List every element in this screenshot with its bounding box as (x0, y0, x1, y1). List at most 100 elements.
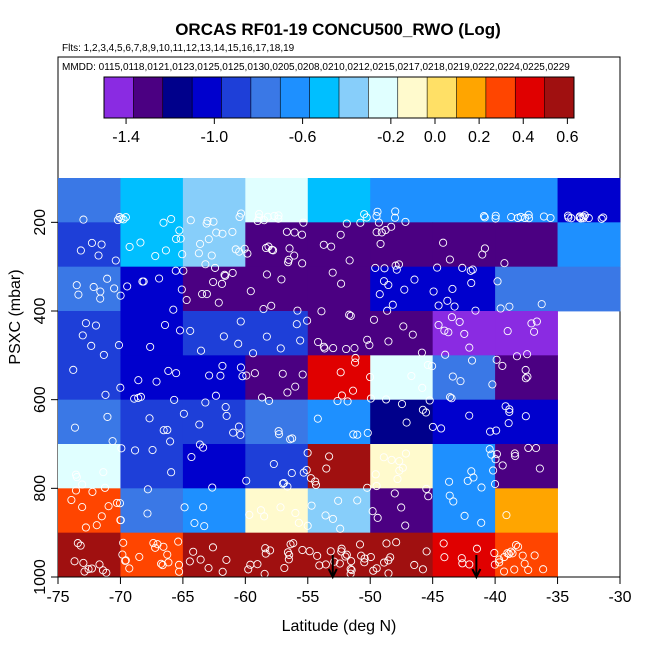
colorbar-tick-label: 0.0 (424, 129, 446, 146)
observation-point (71, 486, 81, 495)
observation-point (458, 263, 467, 272)
observation-point (506, 547, 515, 556)
observation-point (116, 291, 125, 300)
observation-point (182, 295, 191, 305)
observation-point (489, 466, 498, 475)
observation-point (480, 244, 489, 253)
x-tick-label: -65 (171, 589, 194, 606)
colorbar-segment (133, 77, 164, 118)
observation-point (189, 547, 198, 556)
observation-point (366, 394, 375, 403)
observation-point (242, 371, 251, 380)
observation-point (477, 518, 486, 527)
colorbar-tick-label: -0.6 (289, 129, 317, 146)
observation-point (76, 541, 85, 550)
observation-point (356, 218, 365, 227)
observation-point (199, 503, 208, 512)
observation-point (260, 512, 269, 521)
observation-point (117, 444, 126, 453)
observation-point (269, 459, 278, 469)
observation-point (222, 411, 231, 420)
heatmap-cell (307, 222, 371, 268)
observation-point (285, 244, 294, 253)
observation-point (492, 450, 501, 459)
observation-point (563, 211, 573, 220)
observation-point (319, 240, 328, 249)
observation-point (104, 502, 113, 511)
observation-point (143, 509, 152, 518)
observation-point (87, 341, 96, 350)
observation-point (217, 279, 227, 288)
observation-point (134, 376, 143, 385)
observation-point (84, 565, 93, 574)
observation-point (78, 480, 87, 489)
observation-point (153, 540, 162, 549)
observation-point (292, 320, 301, 329)
observation-point (277, 275, 286, 284)
colorbar-segment (221, 77, 252, 118)
observation-point (335, 559, 344, 568)
observation-point (260, 569, 269, 579)
observation-point (203, 216, 212, 226)
observation-point (246, 287, 255, 296)
observation-point (238, 372, 247, 381)
observation-point (76, 246, 85, 255)
heatmap-cell (245, 488, 309, 534)
observation-point (266, 546, 275, 555)
observation-point (81, 523, 90, 532)
observation-point (524, 443, 533, 453)
y-tick-label: 800 (32, 475, 49, 502)
observation-point (111, 256, 120, 265)
heatmap-cell (495, 311, 558, 356)
observation-point (286, 540, 295, 549)
colorbar-tick-label: 0.2 (468, 129, 490, 146)
observation-point (445, 477, 454, 486)
heatmap-cell (182, 399, 246, 445)
observation-point (360, 558, 369, 567)
observation-point (371, 263, 380, 272)
observation-point (387, 455, 396, 464)
observation-point (169, 305, 178, 314)
observation-point (495, 555, 504, 564)
observation-point (274, 430, 284, 439)
colorbar-segment (250, 77, 281, 118)
observation-point (505, 405, 514, 414)
observation-point (392, 265, 401, 274)
observation-point (262, 332, 271, 341)
observation-point (196, 239, 205, 248)
observation-point (458, 559, 467, 568)
observation-points (67, 207, 608, 579)
observation-point (539, 212, 548, 221)
observation-point (99, 468, 108, 477)
colorbar-segment (339, 77, 369, 118)
heatmap-cell (58, 311, 121, 356)
observation-point (110, 284, 119, 293)
observation-point (167, 468, 176, 477)
observation-point (493, 277, 502, 286)
observation-point (119, 215, 128, 224)
observation-point (291, 508, 300, 518)
observation-point (390, 213, 400, 222)
heatmap-cell (182, 488, 246, 534)
observation-point (472, 544, 481, 553)
observation-point (195, 420, 204, 429)
heatmap-cell (432, 355, 496, 401)
observation-point (290, 251, 299, 260)
heatmap-cell (307, 532, 371, 578)
observation-point (373, 207, 382, 216)
observation-point (382, 395, 391, 404)
heatmap-cell (495, 355, 558, 401)
observation-point (524, 565, 533, 575)
observation-point (500, 259, 509, 268)
heatmap-cell (120, 399, 184, 445)
observation-point (228, 268, 237, 277)
observation-point (187, 452, 196, 462)
observation-point (345, 256, 354, 265)
observation-point (521, 365, 530, 375)
observation-point (148, 445, 157, 455)
observation-point (401, 521, 410, 530)
colorbar-segment (192, 77, 222, 118)
heatmap-cell (120, 488, 184, 534)
observation-point (498, 361, 507, 370)
observation-point (363, 483, 372, 492)
